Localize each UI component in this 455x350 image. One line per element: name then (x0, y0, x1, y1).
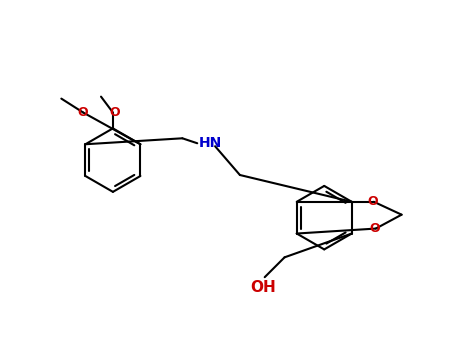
Text: O: O (369, 222, 380, 235)
Text: OH: OH (250, 280, 276, 295)
Text: HN: HN (199, 136, 222, 150)
Text: O: O (368, 195, 378, 208)
Text: O: O (78, 106, 88, 119)
Text: O: O (110, 106, 120, 119)
